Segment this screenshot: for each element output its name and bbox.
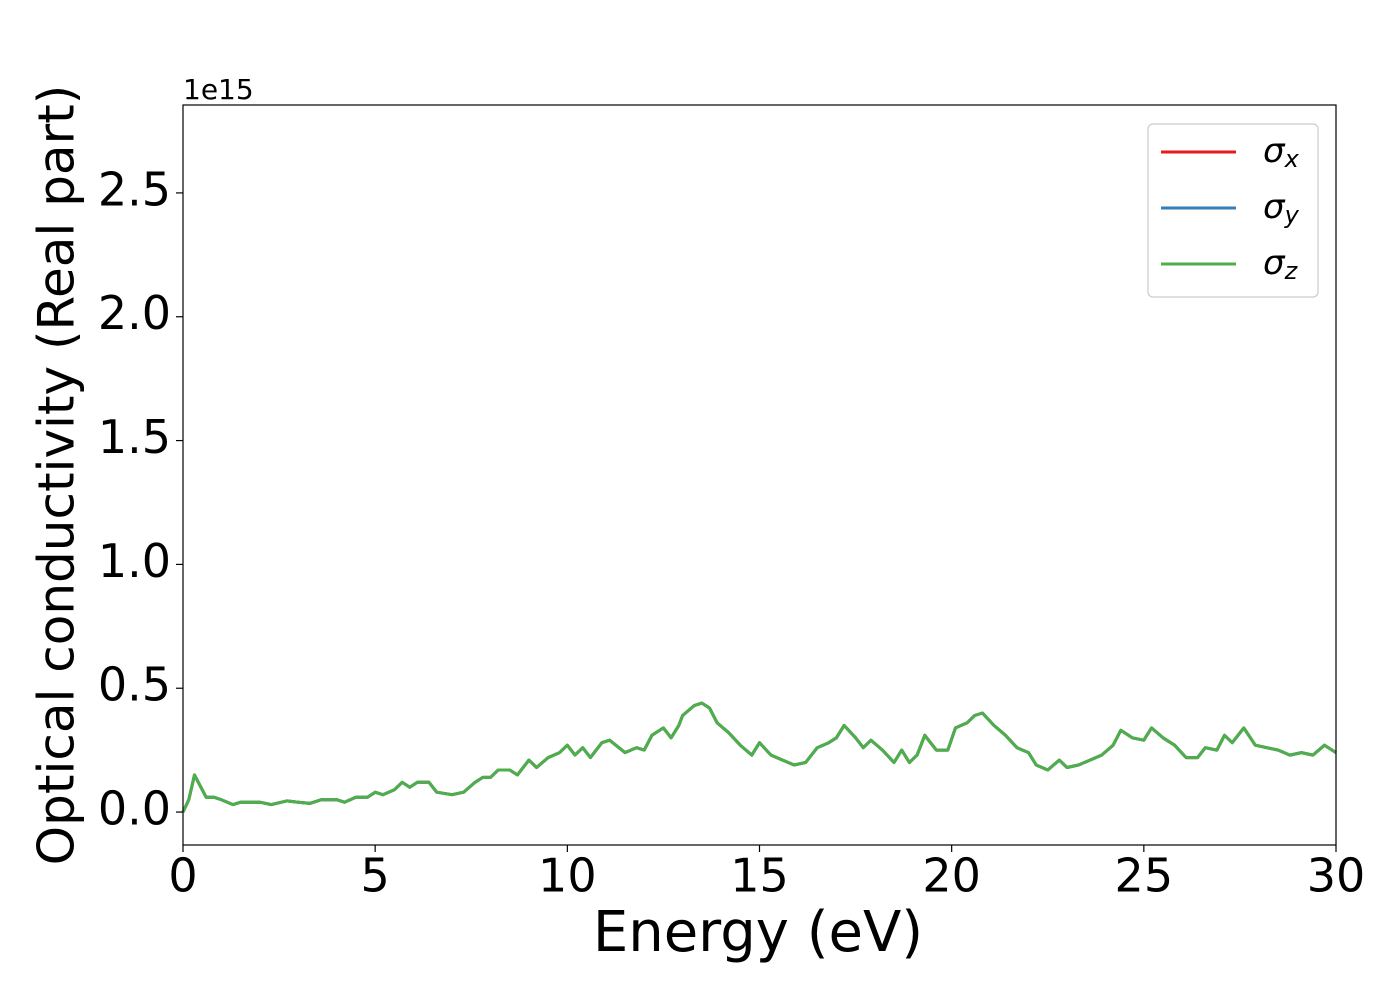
- plot-frame: [182, 104, 1337, 846]
- x-tick-label: 5: [361, 849, 390, 903]
- legend-label: σy: [1263, 187, 1300, 230]
- x-tick-label: 15: [730, 849, 789, 903]
- x-tick-label: 10: [538, 849, 597, 903]
- x-axis-label: Energy (eV): [593, 900, 923, 965]
- y-offset-label: 1e15: [183, 73, 254, 106]
- legend-label: σx: [1263, 131, 1300, 174]
- y-tick-label: 0.0: [98, 782, 171, 836]
- y-tick-label: 0.5: [98, 658, 171, 712]
- y-tick-label: 1.0: [98, 534, 171, 588]
- y-tick-label: 2.0: [98, 286, 171, 340]
- x-tick-label: 20: [922, 849, 981, 903]
- y-axis-label: Optical conductivity (Real part): [28, 85, 86, 866]
- line-series: [181, 701, 1337, 813]
- x-tick-label: 0: [168, 849, 197, 903]
- legend-box: [1147, 123, 1319, 298]
- x-tick-label: 25: [1115, 849, 1174, 903]
- y-tick-label: 1.5: [98, 410, 171, 464]
- legend-label: σz: [1263, 243, 1299, 286]
- y-tick-label: 2.5: [98, 162, 171, 216]
- x-tick-label: 30: [1307, 849, 1366, 903]
